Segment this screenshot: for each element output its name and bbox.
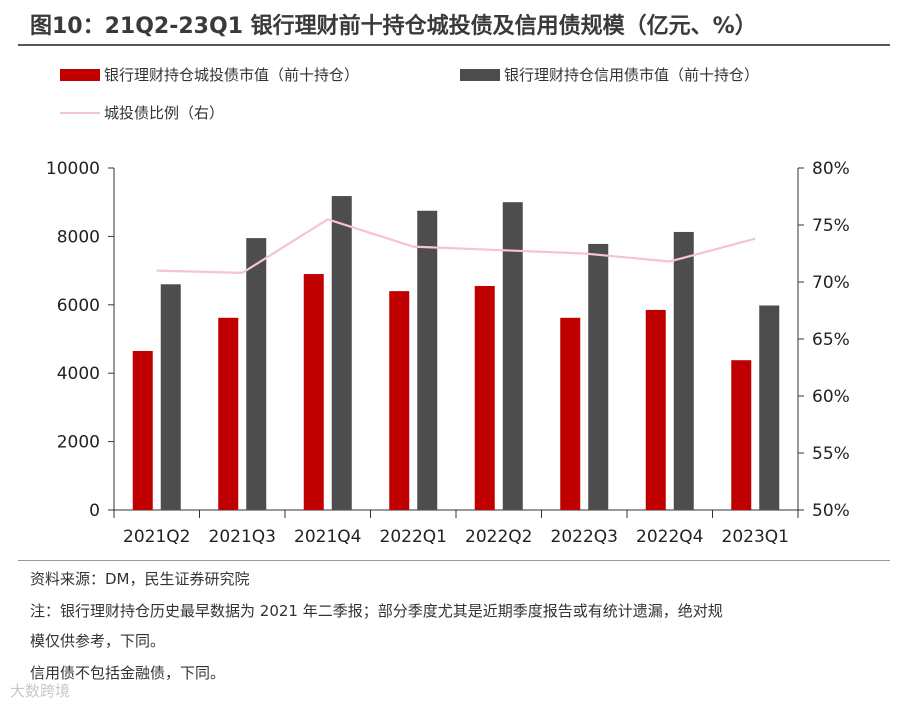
watermark: 大数跨境 — [10, 682, 71, 700]
x-tick-label: 2021Q2 — [123, 527, 190, 547]
bar-chengtou — [645, 309, 666, 510]
y-right-tick-label: 60% — [812, 387, 850, 407]
y-left-tick-label: 6000 — [57, 296, 100, 316]
bar-credit — [331, 196, 352, 510]
legend-swatch-bar1 — [60, 68, 100, 81]
y-right-tick-label: 65% — [812, 330, 850, 350]
footnote-line-3: 信用债不包括金融债，下同。 — [30, 664, 226, 682]
bar-credit — [417, 210, 438, 510]
bar-credit — [588, 243, 609, 510]
legend-swatch-bar2 — [460, 68, 500, 81]
x-tick-label: 2021Q3 — [209, 527, 276, 547]
x-tick-label: 2022Q3 — [551, 527, 618, 547]
bar-line-chart: 0 2000 4000 6000 8000 10000 50% 55% 60% 65% 70% 75%… — [46, 159, 850, 547]
y-right-tick-label: 80% — [812, 159, 850, 179]
chart-title: 图10：21Q2-23Q1 银行理财前十持仓城投债及信用债规模（亿元、%） — [30, 14, 757, 39]
y-left-tick-label: 8000 — [57, 227, 100, 247]
y-left-tick-label: 4000 — [57, 364, 100, 384]
bar-chengtou — [731, 360, 752, 510]
bar-credit — [759, 305, 780, 510]
y-right-tick-label: 50% — [812, 501, 850, 521]
footnote-line-2: 模仅供参考，下同。 — [30, 632, 166, 650]
legend-swatch-line — [60, 111, 100, 114]
y-right-tick-label: 75% — [812, 216, 850, 236]
legend-item-line: 城投债比例（右） — [60, 102, 224, 123]
bar-credit — [502, 202, 523, 510]
footnote-line-1: 注：银行理财持仓历史最早数据为 2021 年二季报；部分季度尤其是近期季度报告或… — [30, 602, 723, 620]
x-tick-label: 2022Q1 — [380, 527, 447, 547]
y-left-tick-label: 0 — [89, 501, 100, 521]
bar-chengtou — [560, 317, 581, 510]
bar-chengtou — [218, 317, 239, 510]
bar-chengtou — [474, 285, 495, 510]
y-left-tick-label: 2000 — [57, 433, 100, 453]
legend-label-bar2: 银行理财持仓信用债市值（前十持仓） — [504, 66, 760, 84]
bar-chengtou — [132, 350, 153, 510]
x-tick-label: 2023Q1 — [722, 527, 789, 547]
y-left-tick-label: 10000 — [46, 159, 100, 179]
source-note: 资料来源：DM，民生证券研究院 — [30, 570, 250, 588]
bar-credit — [673, 231, 694, 510]
legend-item-bar2: 银行理财持仓信用债市值（前十持仓） — [460, 64, 759, 85]
bar-chengtou — [389, 291, 410, 510]
x-tick-label: 2021Q4 — [294, 527, 361, 547]
x-tick-label: 2022Q2 — [465, 527, 532, 547]
y-right-tick-label: 70% — [812, 273, 850, 293]
x-tick-label: 2022Q4 — [636, 527, 703, 547]
legend-label-bar1: 银行理财持仓城投债市值（前十持仓） — [104, 66, 360, 84]
source-rule — [18, 560, 890, 561]
bar-credit — [246, 238, 267, 511]
legend-label-line: 城投债比例（右） — [104, 104, 225, 122]
bar-credit — [160, 284, 181, 510]
legend-item-bar1: 银行理财持仓城投债市值（前十持仓） — [60, 64, 359, 85]
title-rule — [18, 44, 890, 46]
line-chengtou-ratio — [156, 218, 756, 274]
y-right-tick-label: 55% — [812, 444, 850, 464]
bar-chengtou — [303, 274, 324, 510]
